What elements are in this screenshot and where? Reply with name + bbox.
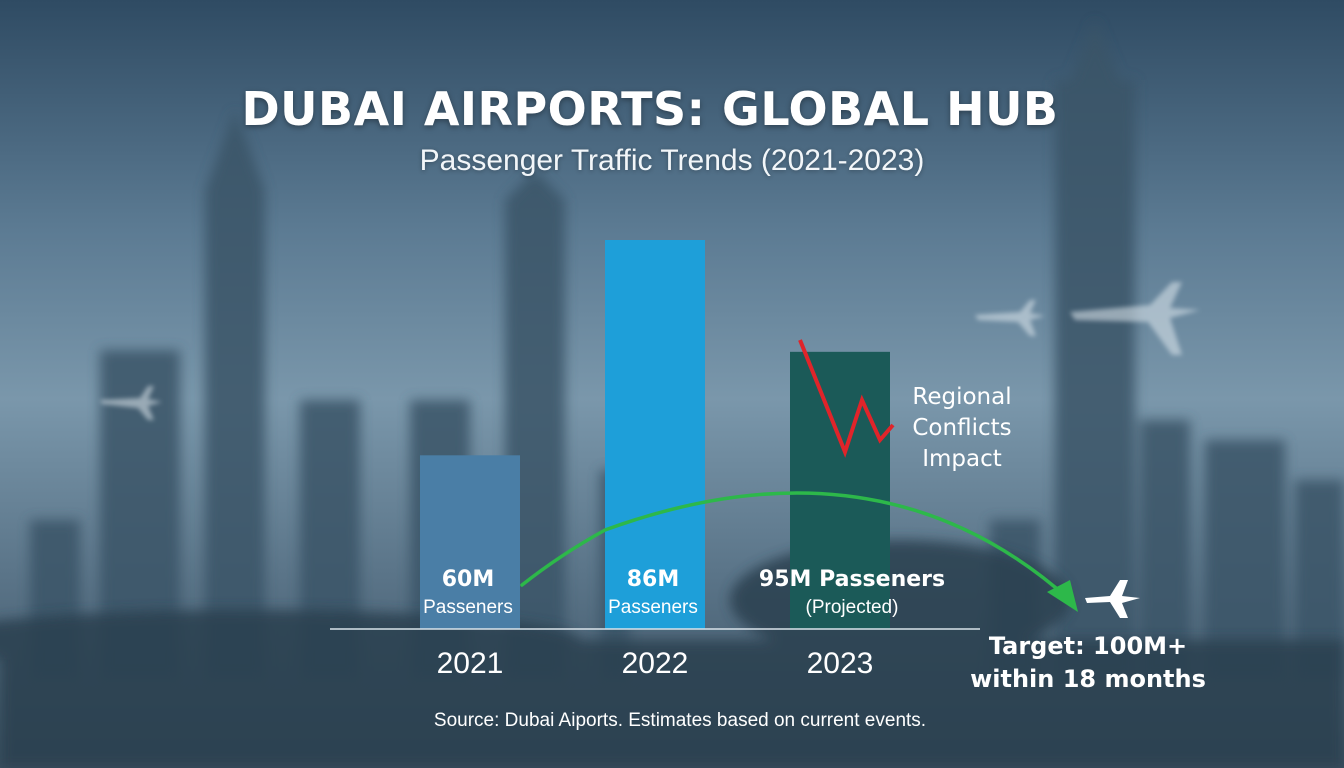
- target-annotation: Target: 100M+: [989, 632, 1187, 660]
- x-tick-label: 2022: [622, 647, 689, 680]
- conflict-annotation: Impact: [922, 446, 1002, 472]
- chart-subtitle: Passenger Traffic Trends (2021-2023): [419, 144, 925, 177]
- bar-2021: [420, 455, 520, 629]
- x-tick-label: 2023: [807, 647, 874, 680]
- bar-2022: [605, 240, 705, 629]
- bar-sub-label: Passeners: [608, 597, 698, 618]
- bar-value-label: 86M: [627, 567, 680, 592]
- bar-value-label: 60M: [442, 567, 495, 592]
- x-tick-label: 2021: [437, 647, 504, 680]
- trend-arrow: [520, 491, 1072, 602]
- bar-sub-label: Passeners: [423, 597, 513, 618]
- target-annotation: within 18 months: [970, 665, 1206, 693]
- bar-2023: [790, 351, 890, 629]
- conflict-annotation: Conflicts: [912, 415, 1011, 441]
- airplane-icon: [1085, 580, 1140, 618]
- conflict-annotation: Regional: [912, 384, 1011, 410]
- trend-arrowhead: [1047, 580, 1078, 612]
- bar-value-label: 95M Passeners: [759, 567, 945, 592]
- source-note: Source: Dubai Aiports. Estimates based o…: [433, 710, 927, 731]
- bar-sub-label: (Projected): [806, 597, 899, 618]
- chart-title: DUBAI AIRPORTS: GLOBAL HUB: [241, 82, 1059, 136]
- conflict-drop-line: [798, 339, 895, 458]
